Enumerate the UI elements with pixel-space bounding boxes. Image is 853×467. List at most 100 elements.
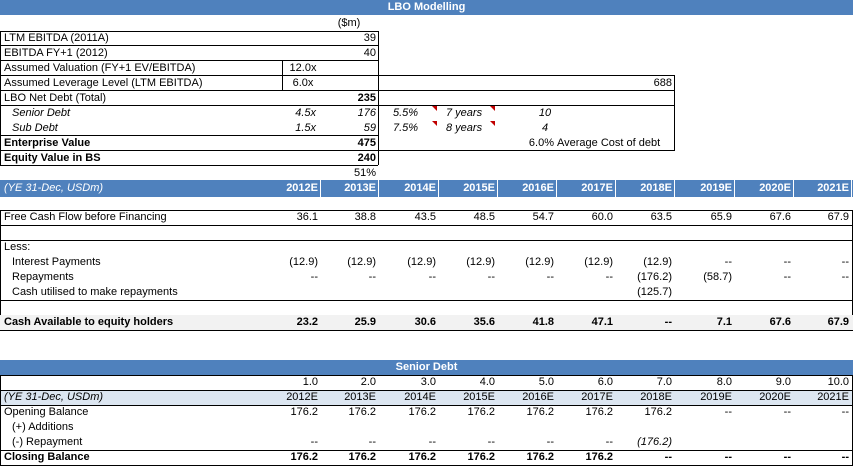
opening-balance-cell: --	[783, 406, 791, 418]
repayments-cell: --	[368, 271, 376, 283]
repayment-label: (-) Repayment	[12, 436, 83, 448]
year-header-separator	[556, 180, 557, 197]
input-row-line	[0, 75, 674, 76]
year-header-cell: 2013E	[344, 182, 376, 194]
opening-balance-cell: 176.2	[644, 406, 672, 418]
cash-util-cell: (125.7)	[637, 286, 672, 298]
avg-cost-value: 6.0%	[528, 137, 554, 149]
opening-balance-cell: 176.2	[408, 406, 436, 418]
period-cell: 2.0	[360, 376, 376, 388]
year-header-separator	[615, 180, 616, 197]
year-header-separator	[497, 180, 498, 197]
additions-cell	[557, 420, 613, 435]
closing-balance-cell: --	[841, 451, 849, 463]
input-box-right	[378, 31, 379, 165]
year-header-cell: 2015E	[463, 182, 495, 194]
year-header-separator	[851, 180, 852, 197]
repayments-label: Repayments	[12, 271, 74, 283]
cash-util-label: Cash utilised to make repayments	[12, 286, 178, 298]
equity-pct: 51%	[353, 167, 376, 179]
fcf-cell: 67.6	[769, 211, 791, 223]
additions-cell	[498, 420, 554, 435]
valuation-multiple: 12.0x	[289, 62, 317, 74]
leverage-label: Assumed Leverage Level (LTM EBITDA)	[4, 77, 203, 89]
year-header-cell: 2018E	[640, 182, 672, 194]
fcf-cell: 38.8	[354, 211, 376, 223]
year-header-cell: 2014E	[404, 182, 436, 194]
opening-balance-cell: 176.2	[467, 406, 495, 418]
year-header-separator	[320, 180, 321, 197]
repayment-cell: --	[605, 436, 613, 448]
additions-cell	[676, 420, 732, 435]
enterprise-value-label: Enterprise Value	[4, 137, 91, 149]
year-header-separator	[438, 180, 439, 197]
repayments-cell: --	[310, 271, 318, 283]
year-header-band	[0, 180, 853, 197]
senior-debt-years: 10	[538, 107, 552, 119]
input-row-line	[0, 90, 674, 91]
year-header-separator	[734, 180, 735, 197]
period-cell: 3.0	[420, 376, 436, 388]
senior-debt-label: Senior Debt	[12, 107, 71, 119]
cf-line	[0, 240, 853, 241]
cash-available-cell: 67.6	[769, 316, 791, 328]
senior-year-cell: 2020E	[759, 391, 791, 403]
unit-label: ($m)	[337, 17, 361, 29]
sd-line	[0, 405, 853, 406]
period-cell: 8.0	[716, 376, 732, 388]
period-cell: 6.0	[597, 376, 613, 388]
sub-debt-multiple: 1.5x	[295, 122, 316, 134]
additions-label: (+) Additions	[12, 421, 74, 433]
senior-year-cell: 2015E	[463, 391, 495, 403]
repayments-cell: --	[546, 271, 554, 283]
cash-available-cell: 25.9	[354, 316, 376, 328]
net-debt-label: LBO Net Debt (Total)	[4, 92, 107, 104]
interest-cell: --	[783, 256, 791, 268]
ebitda-fy1-value: 40	[363, 47, 376, 59]
interest-cell: --	[841, 256, 849, 268]
fcf-cell: 63.5	[650, 211, 672, 223]
input-box-bottom	[0, 165, 378, 166]
fcf-cell: 48.5	[473, 211, 495, 223]
sd-line	[0, 465, 853, 466]
cash-available-label: Cash Available to equity holders	[4, 316, 174, 328]
sub-debt-term: 8 years	[446, 122, 483, 134]
interest-cell: (12.9)	[289, 256, 318, 268]
period-cell: 5.0	[538, 376, 554, 388]
sheet-title: LBO Modelling	[0, 0, 853, 15]
cash-available-cell: --	[664, 316, 672, 328]
repayments-cell: --	[605, 271, 613, 283]
closing-balance-cell: 176.2	[467, 451, 495, 463]
repayments-cell: --	[487, 271, 495, 283]
senior-year-cell: 2021E	[817, 391, 849, 403]
comment-flag-icon	[432, 106, 437, 111]
senior-year-cell: 2014E	[404, 391, 436, 403]
cash-available-cell: 47.1	[591, 316, 613, 328]
additions-cell	[616, 420, 672, 435]
cf-left	[0, 210, 1, 330]
senior-year-cell: 2019E	[700, 391, 732, 403]
closing-balance-cell: 176.2	[348, 451, 376, 463]
cf-line	[0, 225, 853, 226]
additions-cell	[439, 420, 495, 435]
closing-balance-cell: 176.2	[408, 451, 436, 463]
senior-year-cell: 2016E	[522, 391, 554, 403]
interest-cell: (12.9)	[347, 256, 376, 268]
opening-balance-cell: 176.2	[290, 406, 318, 418]
cash-util-cell	[735, 285, 791, 300]
repayment-cell: --	[546, 436, 554, 448]
sd-line	[0, 450, 853, 451]
period-cell: 7.0	[656, 376, 672, 388]
cash-available-cell: 30.6	[414, 316, 436, 328]
year-header-separator	[378, 180, 379, 197]
senior-year-band	[0, 390, 853, 405]
cash-available-cell: 23.2	[296, 316, 318, 328]
input-row-line	[0, 105, 674, 106]
fcf-cell: 36.1	[296, 211, 318, 223]
cash-util-cell	[320, 285, 376, 300]
leverage-box-right	[674, 75, 675, 151]
comment-flag-icon	[490, 106, 495, 111]
comment-flag-icon	[432, 121, 437, 126]
year-header-cell: 2016E	[522, 182, 554, 194]
sub-debt-rate: 7.5%	[393, 122, 419, 134]
